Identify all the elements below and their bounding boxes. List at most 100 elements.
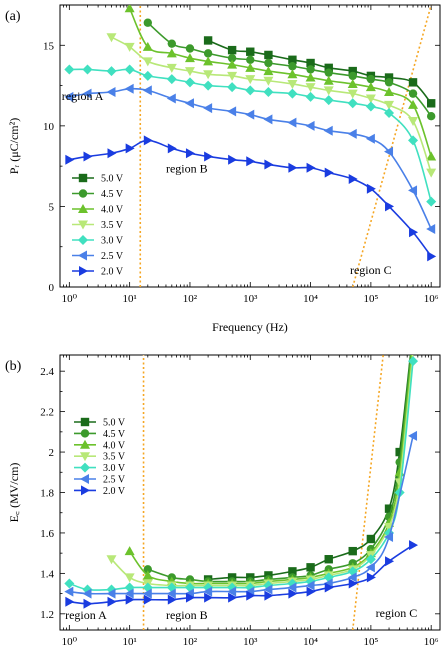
data-point	[323, 125, 333, 136]
data-point	[125, 594, 135, 605]
series-2-0v	[65, 135, 437, 262]
legend-marker	[78, 235, 88, 245]
data-point	[323, 75, 334, 85]
legend-marker	[78, 189, 88, 198]
data-point	[324, 555, 333, 564]
data-point	[287, 88, 298, 99]
data-point	[287, 79, 298, 89]
data-point	[228, 592, 238, 603]
legend-marker	[80, 452, 90, 462]
legend: 5.0 V4.5 V4.0 V3.5 V3.0 V2.5 V2.0 V	[74, 418, 126, 497]
data-point	[124, 546, 135, 556]
data-point	[143, 18, 153, 27]
data-point	[384, 107, 395, 118]
data-point	[409, 540, 419, 551]
data-point	[143, 594, 153, 605]
y-tick-label: 10	[43, 121, 55, 133]
data-point	[82, 64, 93, 75]
data-point	[408, 356, 419, 367]
x-tick-label: 10⁰	[62, 636, 78, 648]
data-point	[227, 59, 238, 69]
panel-label: (a)	[5, 9, 21, 24]
data-point	[83, 151, 93, 162]
data-point	[348, 174, 358, 185]
legend-label: 3.0 V	[101, 236, 124, 247]
series-2-0v	[65, 540, 419, 609]
legend-marker	[80, 417, 90, 427]
data-point	[426, 196, 437, 207]
y-tick-label: 1.4	[40, 568, 54, 580]
data-point	[107, 148, 117, 159]
data-point	[347, 89, 358, 99]
legend-entry: 4.5 V	[72, 189, 124, 200]
legend-entry: 3.5 V	[74, 452, 126, 463]
data-point	[246, 55, 255, 64]
x-tick-label: 10²	[183, 636, 198, 648]
data-point	[167, 143, 177, 154]
region-annotation: region A	[65, 608, 107, 622]
y-tick-label: 15	[43, 40, 55, 52]
data-point	[384, 504, 394, 513]
data-point	[409, 327, 417, 335]
series-line	[147, 355, 412, 583]
legend-entry: 4.5 V	[74, 429, 126, 440]
series-3-5v	[106, 33, 437, 178]
data-point	[64, 91, 74, 102]
legend-marker	[80, 462, 90, 473]
data-point	[288, 567, 297, 576]
data-point	[348, 546, 357, 556]
legend-label: 3.5 V	[103, 452, 126, 463]
data-point	[323, 86, 334, 96]
data-point	[408, 185, 418, 196]
data-point	[384, 87, 395, 97]
legend-label: 4.0 V	[103, 440, 126, 451]
x-axis-title: Frequency (Hz)	[212, 320, 288, 334]
data-point	[408, 99, 419, 109]
legend-entry: 2.0 V	[72, 266, 124, 278]
data-point	[408, 336, 418, 345]
series-4-0v	[124, 336, 418, 588]
legend-marker	[78, 220, 88, 230]
region-annotation: region B	[166, 162, 208, 176]
data-point	[365, 82, 376, 92]
chart-panel-a: 10⁰ 10¹ 10² 10³ 10⁴ 10⁵ 10⁶ 0 5 10 15 Frequency (Hz…	[5, 4, 441, 334]
data-point	[227, 71, 238, 81]
x-tick-label: 10¹	[122, 293, 136, 305]
data-point	[305, 91, 316, 102]
data-point	[246, 590, 256, 601]
data-point	[245, 62, 256, 72]
data-point	[324, 167, 334, 178]
data-point	[166, 48, 177, 58]
data-point	[395, 447, 404, 457]
data-point	[287, 582, 297, 593]
data-point	[365, 562, 375, 573]
data-point	[306, 586, 316, 597]
data-point	[365, 101, 376, 112]
legend-label: 2.0 V	[103, 486, 126, 497]
y-axis-title: Pᵣ (μC/cm²)	[7, 118, 21, 174]
legend-marker	[78, 250, 87, 261]
data-point	[264, 590, 274, 601]
x-tick-label: 10³	[243, 293, 258, 305]
data-point	[203, 36, 213, 45]
data-point	[124, 588, 134, 599]
data-point	[124, 64, 135, 75]
data-point	[306, 563, 315, 572]
data-point	[204, 592, 214, 603]
x-tick-label: 10⁶	[424, 293, 439, 305]
data-point	[246, 47, 255, 56]
data-point	[184, 67, 195, 77]
data-point	[384, 522, 395, 532]
data-point	[142, 85, 152, 96]
data-point	[288, 162, 298, 173]
legend-label: 4.5 V	[103, 429, 126, 440]
data-point	[184, 53, 195, 63]
legend-label: 2.5 V	[101, 251, 124, 262]
data-point	[107, 596, 117, 607]
legend-entry: 3.0 V	[72, 235, 124, 247]
data-point	[124, 83, 134, 94]
x-tick-label: 10⁴	[303, 636, 318, 648]
data-point	[142, 570, 153, 580]
data-point	[263, 87, 274, 98]
data-point	[125, 143, 135, 154]
